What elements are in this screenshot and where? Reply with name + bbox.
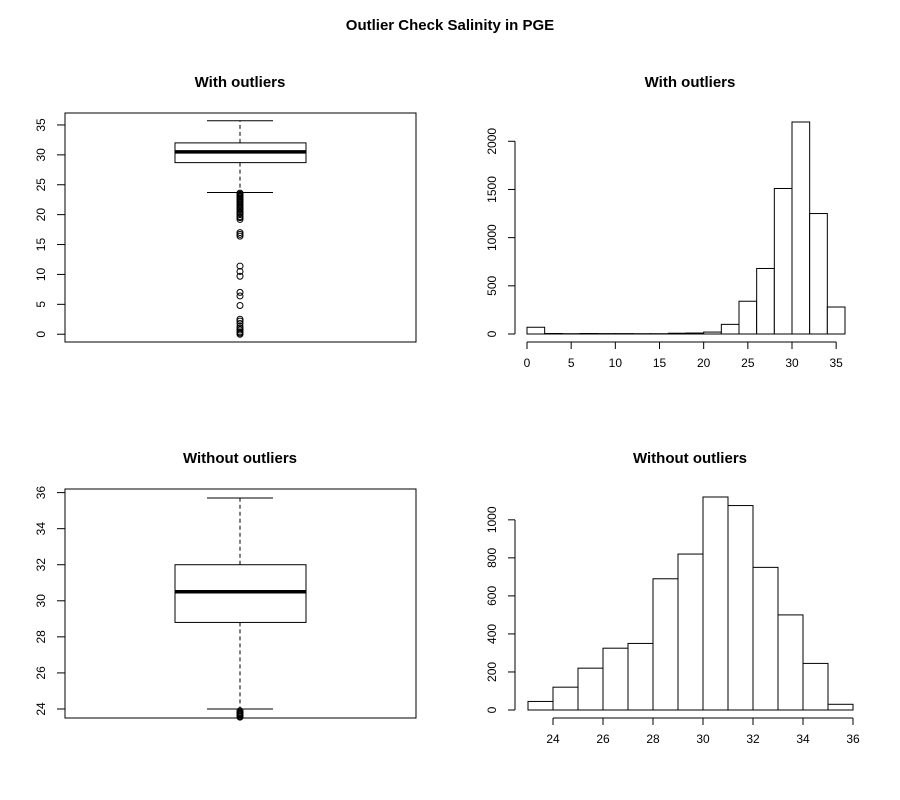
- histogram-bar: [627, 642, 654, 711]
- outlier-point: [236, 292, 244, 300]
- x-tick-label: 20: [697, 356, 711, 370]
- plot-frame: [64, 112, 417, 343]
- x-tick-label: 30: [696, 732, 710, 746]
- x-tick-label: 35: [829, 356, 843, 370]
- y-tick-label: 25: [34, 178, 48, 192]
- histogram-bar: [802, 662, 829, 711]
- histogram-bar: [602, 647, 629, 711]
- y-tick-label: 200: [485, 662, 499, 682]
- x-tick-label: 15: [653, 356, 667, 370]
- y-tick-label: 20: [34, 208, 48, 222]
- x-tick-label: 32: [746, 732, 760, 746]
- figure-title: Outlier Check Salinity in PGE: [346, 17, 554, 34]
- x-tick-label: 5: [568, 356, 575, 370]
- y-tick-label: 800: [485, 548, 499, 568]
- y-tick-label: 400: [485, 624, 499, 644]
- y-tick-label: 10: [34, 267, 48, 281]
- iqr-box: [174, 564, 307, 623]
- histogram-bar: [738, 300, 758, 335]
- y-tick-label: 28: [34, 630, 48, 644]
- histogram-bar: [685, 332, 705, 335]
- x-tick-label: 28: [646, 732, 660, 746]
- histogram-bar: [777, 614, 804, 711]
- y-tick-label: 1000: [485, 506, 499, 533]
- y-tick-label: 2000: [485, 128, 499, 155]
- outlier-point: [236, 267, 244, 275]
- panel-title: With outliers: [195, 74, 286, 91]
- histogram-bar: [727, 505, 754, 711]
- outlier-point: [236, 262, 244, 270]
- y-tick-label: 30: [34, 594, 48, 608]
- x-tick-label: 30: [785, 356, 799, 370]
- histogram-bar: [809, 213, 828, 335]
- outlier-point: [236, 713, 244, 721]
- y-tick-label: 0: [485, 706, 499, 713]
- panel-2: With outliers 0 5 10 15 20 25 30 35 0 500 1000 1500 2…: [485, 74, 846, 370]
- x-tick-label: 24: [546, 732, 560, 746]
- y-tick-label: 34: [34, 522, 48, 536]
- panel-4: Without outliers 24 26 28 30 32 34 36 0 200 400 600…: [485, 450, 860, 746]
- outlier-point: [236, 288, 244, 296]
- x-tick-label: 25: [741, 356, 755, 370]
- histogram-bar: [577, 667, 604, 711]
- histogram-bar: [526, 326, 546, 335]
- outlier-point: [236, 330, 244, 338]
- histogram-bar: [791, 121, 811, 335]
- y-tick-label: 30: [34, 148, 48, 162]
- y-tick-label: 24: [34, 702, 48, 716]
- outlier-point: [236, 302, 244, 310]
- x-tick-label: 26: [596, 732, 610, 746]
- histogram-bar: [667, 332, 687, 335]
- outlier-point: [236, 317, 244, 325]
- y-tick-label: 0: [485, 330, 499, 337]
- histogram-bar: [652, 578, 679, 711]
- histogram-bar: [756, 267, 775, 335]
- x-tick-label: 36: [846, 732, 860, 746]
- x-tick-label: 10: [609, 356, 623, 370]
- y-tick-label: 35: [34, 118, 48, 132]
- histogram-bar: [752, 566, 779, 711]
- panel-1: With outliers 0 5 10 15 20 25 30 35: [34, 74, 417, 343]
- outlier-point: [236, 232, 244, 240]
- y-tick-label: 600: [485, 586, 499, 606]
- outlier-point: [236, 215, 244, 223]
- histogram-bar: [773, 187, 793, 335]
- histogram-bar: [527, 700, 554, 711]
- y-tick-label: 1000: [485, 224, 499, 251]
- y-tick-label: 500: [485, 275, 499, 295]
- histogram-bar: [720, 323, 740, 335]
- histogram-bar: [826, 306, 846, 335]
- histogram-bar: [703, 331, 722, 335]
- x-tick-label: 0: [524, 356, 531, 370]
- histogram-bar: [677, 553, 704, 711]
- y-tick-label: 5: [34, 301, 48, 308]
- panel-title: With outliers: [645, 74, 736, 91]
- histogram-bar: [702, 496, 729, 711]
- x-tick-label: 34: [796, 732, 810, 746]
- panel-title: Without outliers: [183, 450, 297, 467]
- y-tick-label: 26: [34, 666, 48, 680]
- y-tick-label: 15: [34, 238, 48, 252]
- y-tick-label: 36: [34, 486, 48, 500]
- panel-title: Without outliers: [633, 450, 747, 467]
- histogram-bar: [827, 703, 854, 711]
- outlier-point: [236, 272, 244, 280]
- outlier-point: [236, 319, 244, 327]
- y-tick-label: 32: [34, 558, 48, 572]
- panel-3: Without outliers 24 26 28 30 32 34 36: [34, 450, 417, 721]
- y-tick-label: 1500: [485, 176, 499, 203]
- histogram-bar: [552, 686, 579, 711]
- y-tick-label: 0: [34, 331, 48, 338]
